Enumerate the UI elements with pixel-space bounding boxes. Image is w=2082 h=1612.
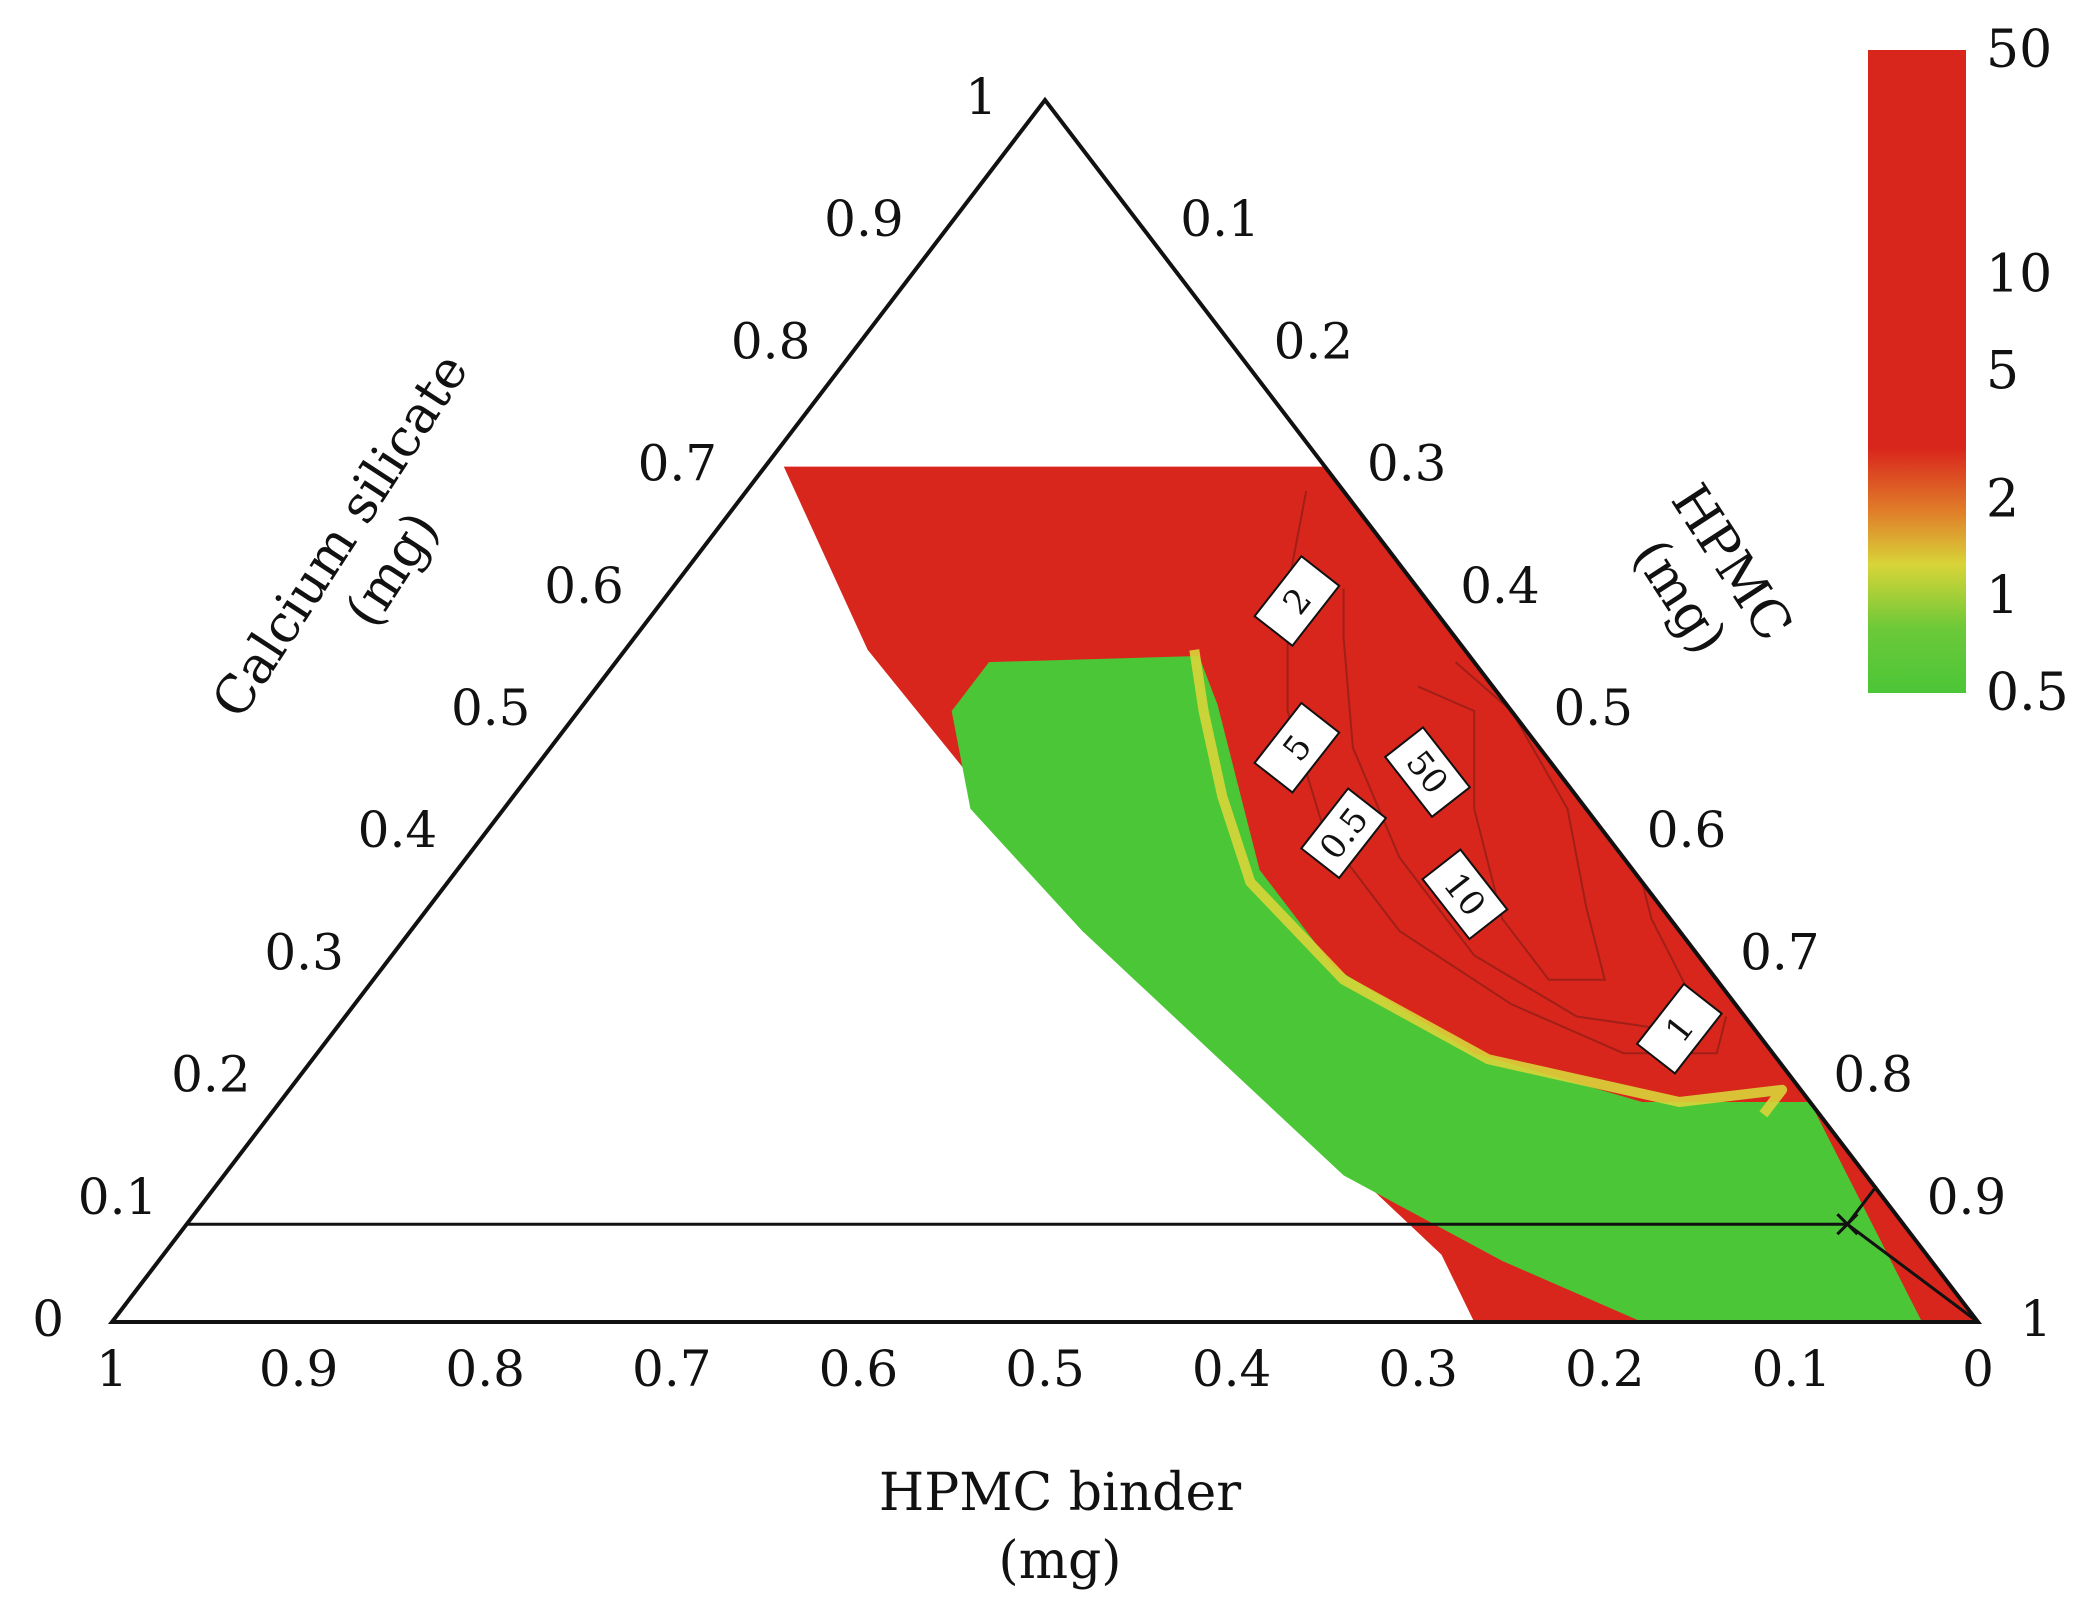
transition-band <box>1189 649 1788 1118</box>
left-tick-label: 0.4 <box>358 801 438 859</box>
contour-label-box <box>1383 725 1472 819</box>
ternary-frame <box>107 96 1983 1324</box>
colorbar-tick-label: 2 <box>1986 469 2019 529</box>
right-tick-label: 0.5 <box>1554 679 1634 737</box>
contour-label: 1 <box>1635 982 1724 1075</box>
bottom-tick-label: 0.3 <box>1378 1340 1458 1398</box>
bottom-axis-title-line-1: HPMC binder <box>879 1463 1241 1523</box>
colorbar-tick-label: 10 <box>1986 245 2052 305</box>
right-tick-label: 0.3 <box>1367 435 1447 493</box>
left-tick-label: 0.1 <box>78 1168 158 1226</box>
axis-ticks: 0 0.1 0.2 0.3 0.4 0.5 0.6 0.7 0.8 0.9 1 0.1 0.2 0.3 0.… <box>32 68 2052 1398</box>
bottom-tick-label: 0.7 <box>632 1340 712 1398</box>
right-tick-label: 1 <box>2020 1290 2052 1348</box>
bottom-tick-label: 0.5 <box>1005 1340 1085 1398</box>
left-tick-label: 0.5 <box>451 679 531 737</box>
bottom-tick-label: 0.1 <box>1752 1340 1832 1398</box>
bottom-tick-label: 0.2 <box>1565 1340 1645 1398</box>
bottom-tick-label: 0.4 <box>1192 1340 1272 1398</box>
contour-label-box <box>1635 982 1724 1075</box>
low-value-region <box>951 656 1922 1322</box>
marked-point-guides <box>186 1186 1979 1324</box>
contour-label-box <box>1253 701 1341 794</box>
left-tick-label: 0.6 <box>544 557 624 615</box>
left-tick-label: 0.7 <box>638 435 718 493</box>
contour-label-box <box>1421 848 1509 941</box>
contour-label: 5 <box>1253 701 1341 794</box>
bottom-tick-label: 0.6 <box>819 1340 899 1398</box>
guide-to-bottom-axis <box>1846 1223 1979 1324</box>
right-tick-label: 0.6 <box>1647 801 1727 859</box>
bottom-axis-title-line-2: (mg) <box>998 1531 1121 1591</box>
left-tick-label: 0.8 <box>731 312 811 370</box>
bottom-tick-label: 0.8 <box>445 1340 525 1398</box>
left-tick-label: 0.9 <box>824 190 904 248</box>
left-tick-label: 0.2 <box>171 1046 251 1104</box>
colorbar-tick-label: 5 <box>1986 342 2019 402</box>
colorbar: 50 10 5 2 1 0.5 <box>1868 20 2069 723</box>
right-tick-label: 0.1 <box>1180 190 1260 248</box>
colorbar-ramp <box>1868 50 1966 693</box>
colorbar-tick-label: 0.5 <box>1986 663 2069 723</box>
bottom-axis-title: HPMC binder (mg) <box>879 1463 1241 1591</box>
colorbar-tick-label: 1 <box>1986 566 2019 626</box>
bottom-tick-label: 1 <box>96 1340 128 1398</box>
contour-regions <box>783 466 1978 1322</box>
right-tick-label: 0.7 <box>1740 923 1820 981</box>
right-tick-label: 0.4 <box>1460 557 1540 615</box>
right-tick-label: 0.8 <box>1833 1046 1913 1104</box>
right-tick-label: 0.2 <box>1274 312 1354 370</box>
contour-label: 2 <box>1253 554 1341 648</box>
colorbar-tick-label: 50 <box>1986 20 2052 80</box>
contour-line-1 <box>1417 661 1607 981</box>
colorbar-ticks: 50 10 5 2 1 0.5 <box>1986 20 2069 723</box>
marked-point-cross-b <box>1836 1213 1859 1236</box>
bottom-tick-label: 0 <box>1962 1340 1994 1398</box>
bottom-tick-label: 0.9 <box>259 1340 339 1398</box>
left-tick-label: 0.3 <box>264 923 344 981</box>
right-axis-title: HPMC (mg) <box>1621 474 1804 665</box>
left-tick-label: 0 <box>32 1290 64 1348</box>
triangle-outline <box>107 96 1983 1324</box>
contour-label-box <box>1253 554 1341 648</box>
contour-label-box <box>1299 787 1388 880</box>
left-tick-label: 1 <box>965 68 997 126</box>
right-tick-label: 0.9 <box>1927 1168 2007 1226</box>
